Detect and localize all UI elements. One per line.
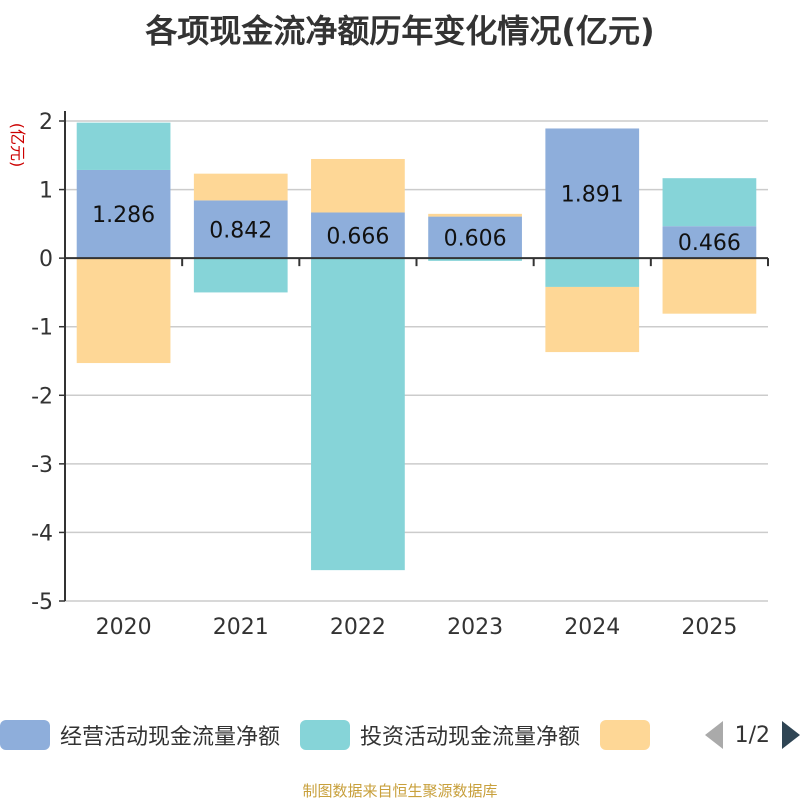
bar-2023-series-0[interactable] [428,216,522,259]
data-source-note: 制图数据来自恒生聚源数据库 [302,782,498,800]
chart-plot: -5 -4 -3 -2 -1 0 1 2 2020 2021 2022 2023 2024 2025 1.… [8,110,769,640]
legend-swatch-financing [600,720,651,750]
y-tick-label: 0 [39,247,53,272]
data-label-2024: 1.891 [561,182,624,207]
data-label-2020: 1.286 [92,203,155,228]
x-tick-label: 2021 [213,615,269,640]
bar-2025-series-0[interactable] [662,226,757,259]
data-label-2021: 0.842 [209,218,272,243]
chevron-right-icon[interactable] [782,721,800,749]
x-tick-label: 2024 [564,615,620,640]
legend-swatch-operating [0,720,50,750]
bar-2024-series-2[interactable] [545,286,640,353]
axes: -5 -4 -3 -2 -1 0 1 2 2020 2021 2022 2023 2024 2025 [31,110,769,640]
bar-2020-series-0[interactable] [76,169,171,259]
x-tick-label: 2023 [447,615,503,640]
bar-2022-series-0[interactable] [311,212,405,259]
x-tick-label: 2020 [96,615,152,640]
chevron-left-icon[interactable] [704,721,723,749]
x-tick-label: 2025 [681,615,737,640]
legend-label-investing: 投资活动现金流量净额 [360,725,581,750]
legend-page-indicator: 1/2 [734,722,770,748]
data-labels: 1.286 0.842 0.666 0.606 1.891 0.466 [92,182,741,256]
data-label-2025: 0.466 [678,231,741,256]
bar-2024-series-0[interactable] [545,128,640,259]
bar-2022-series-2[interactable] [311,158,405,213]
bar-2022-series-1[interactable] [311,258,405,571]
legend-item-investing[interactable]: 投资活动现金流量净额 [300,719,580,751]
legend-item-operating[interactable]: 经营活动现金流量净额 [0,719,280,751]
bar-2025-series-1[interactable] [662,178,757,227]
bar-2020-series-1[interactable] [76,122,171,170]
bar-2023-series-2[interactable] [428,213,522,217]
y-tick-label: -5 [31,590,53,615]
bar-2021-series-2[interactable] [193,173,288,201]
bar-2023-series-1[interactable] [428,258,522,261]
bars [76,122,757,571]
bar-2020-series-2[interactable] [76,258,171,364]
x-tick-label: 2022 [330,615,386,640]
y-tick-label: -2 [31,384,53,409]
data-label-2022: 0.666 [326,224,389,249]
y-tick-label: -1 [31,316,53,341]
legend-item-financing[interactable] [600,720,660,750]
y-axis-unit: (亿元) [8,123,27,168]
y-tick-label: -3 [31,453,53,478]
y-tick-label: -4 [31,521,53,546]
bar-2021-series-1[interactable] [193,258,288,293]
chart-title: 各项现金流净额历年变化情况(亿元) [145,12,655,50]
legend-swatch-investing [300,720,351,750]
legend-label-operating: 经营活动现金流量净额 [60,725,281,750]
legend-pager: 1/2 [688,712,800,758]
legend: 经营活动现金流量净额 投资活动现金流量净额 1/2 [0,712,800,758]
y-tick-label: 1 [39,179,53,204]
data-label-2023: 0.606 [444,226,507,251]
bar-2024-series-1[interactable] [545,258,640,287]
y-tick-label: 2 [39,110,53,135]
bar-2025-series-2[interactable] [662,258,757,314]
bar-2021-series-0[interactable] [193,200,288,259]
